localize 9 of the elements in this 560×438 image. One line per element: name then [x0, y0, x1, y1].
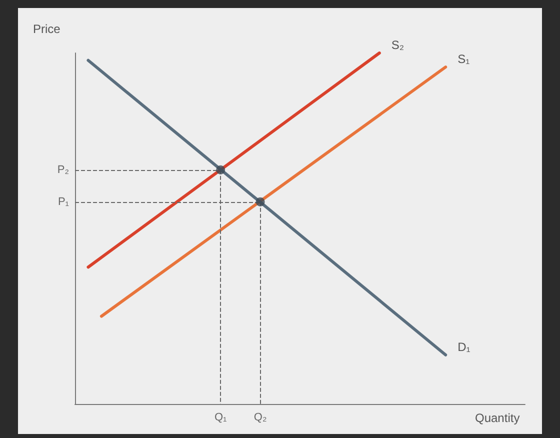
- y-axis-title: Price: [33, 22, 61, 36]
- x-tick-label: Q₁: [214, 412, 228, 424]
- series-label: D₁: [458, 340, 470, 354]
- text: P₁: [58, 196, 70, 208]
- x-axis-title: Quantity: [475, 411, 520, 425]
- series-label: S₂: [391, 38, 404, 52]
- x-tick-label: Q₂: [254, 412, 267, 424]
- text: P₂: [57, 164, 69, 176]
- series-label: S₁: [458, 52, 470, 66]
